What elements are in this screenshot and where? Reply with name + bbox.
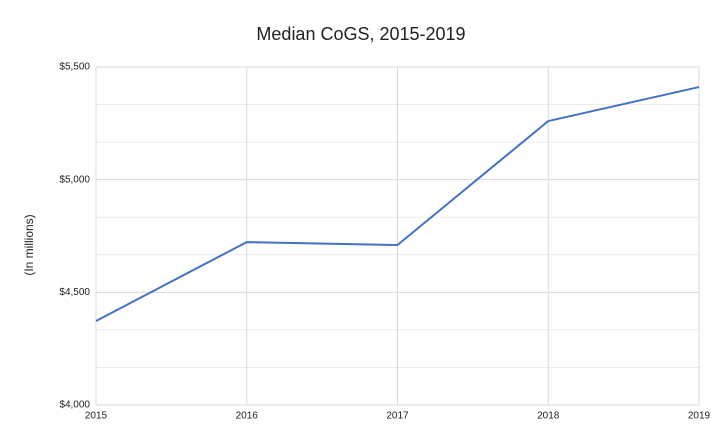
x-tick-label: 2019	[688, 411, 711, 422]
chart-title: Median CoGS, 2015-2019	[256, 24, 465, 44]
y-tick-label: $4,000	[59, 400, 90, 411]
y-tick-label: $5,000	[59, 174, 90, 185]
x-tick-label: 2017	[386, 411, 409, 422]
y-tick-label: $5,500	[59, 62, 90, 73]
x-tick-label: 2018	[537, 411, 560, 422]
x-tick-label: 2016	[236, 411, 259, 422]
y-axis-label: (In millions)	[22, 214, 36, 275]
x-tick-label: 2015	[85, 411, 108, 422]
y-tick-label: $4,500	[59, 287, 90, 298]
line	[95, 86, 700, 322]
